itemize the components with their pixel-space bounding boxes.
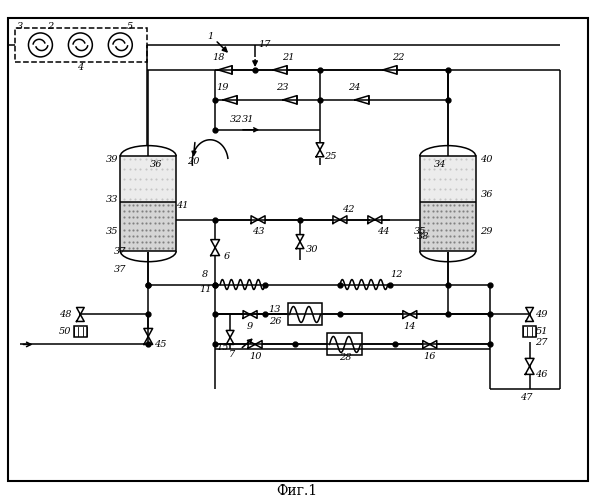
Text: 42: 42: [341, 205, 354, 214]
Circle shape: [69, 33, 93, 57]
Text: 31: 31: [242, 116, 254, 124]
Text: 6: 6: [224, 252, 230, 261]
Text: 23: 23: [276, 84, 288, 92]
Text: 35: 35: [106, 227, 119, 236]
Text: 2: 2: [47, 22, 54, 32]
Text: 11: 11: [199, 285, 211, 294]
Text: 50: 50: [59, 327, 72, 336]
Text: 26: 26: [269, 317, 281, 326]
Text: 9: 9: [247, 322, 253, 331]
Text: 25: 25: [324, 152, 336, 161]
Text: 18: 18: [212, 54, 224, 62]
Text: 30: 30: [306, 245, 318, 254]
Bar: [420, 202, 476, 251]
Text: 17: 17: [259, 40, 271, 50]
Text: Фиг.1: Фиг.1: [276, 484, 318, 498]
Text: 32: 32: [230, 116, 242, 124]
Text: 35: 35: [414, 227, 426, 236]
Bar: [121, 156, 176, 251]
Text: 49: 49: [536, 310, 548, 319]
Text: 3: 3: [17, 22, 24, 32]
Text: 27: 27: [536, 338, 548, 347]
Text: 15: 15: [216, 343, 229, 352]
Text: 40: 40: [481, 155, 493, 164]
Bar: [74, 326, 87, 337]
Text: 37: 37: [114, 265, 127, 274]
Text: 12: 12: [390, 270, 403, 279]
Bar: [327, 334, 362, 355]
Text: 36: 36: [481, 190, 493, 199]
Text: 44: 44: [377, 227, 389, 236]
Text: 14: 14: [404, 322, 416, 331]
Text: 39: 39: [106, 155, 119, 164]
Text: 10: 10: [249, 352, 261, 361]
Text: 21: 21: [282, 54, 294, 62]
Circle shape: [108, 33, 133, 57]
Text: 8: 8: [202, 270, 208, 279]
Bar: [420, 156, 476, 202]
Text: 24: 24: [347, 84, 360, 92]
Text: 20: 20: [187, 157, 199, 166]
Text: 36: 36: [150, 160, 162, 169]
Text: 38: 38: [417, 232, 429, 241]
Text: 1: 1: [207, 32, 213, 42]
Text: 22: 22: [392, 54, 404, 62]
Text: 45: 45: [154, 340, 167, 349]
Text: 5: 5: [127, 22, 133, 32]
Text: 37: 37: [114, 247, 127, 256]
Text: 46: 46: [536, 370, 548, 379]
Text: 7: 7: [229, 350, 235, 359]
Text: 4: 4: [77, 64, 84, 72]
Text: 28: 28: [338, 353, 351, 362]
Bar: [16, 28, 147, 62]
Text: 41: 41: [176, 201, 189, 210]
Bar: [420, 156, 476, 251]
Text: 48: 48: [59, 310, 72, 319]
Circle shape: [29, 33, 53, 57]
Text: 16: 16: [423, 352, 436, 361]
Text: 51: 51: [536, 327, 548, 336]
Bar: [121, 156, 176, 202]
Text: 13: 13: [269, 305, 281, 314]
Bar: [288, 304, 322, 326]
Text: 33: 33: [106, 195, 119, 204]
Text: 43: 43: [252, 227, 264, 236]
Bar: [121, 202, 176, 251]
Bar: [523, 326, 536, 337]
Text: 34: 34: [433, 160, 446, 169]
Text: 29: 29: [481, 227, 493, 236]
Text: 19: 19: [216, 84, 229, 92]
Text: 47: 47: [521, 393, 533, 402]
